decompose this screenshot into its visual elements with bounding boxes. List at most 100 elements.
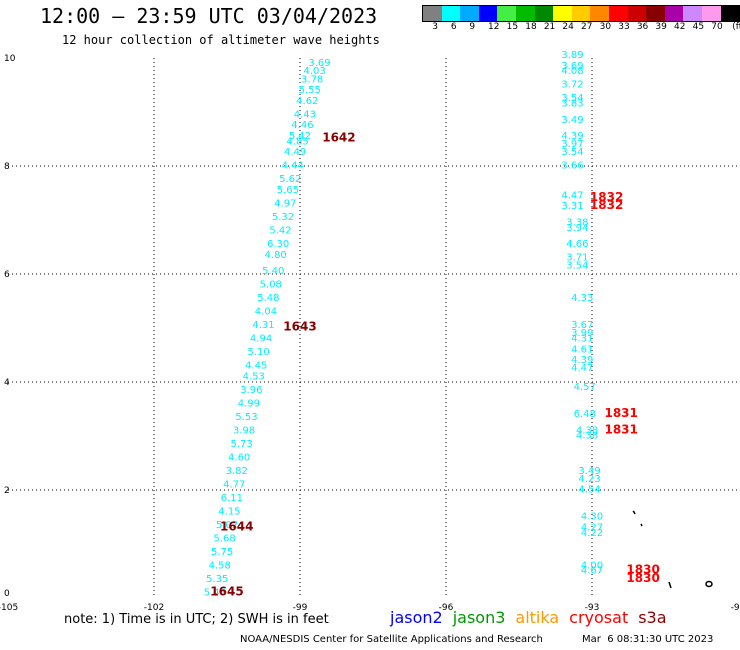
satellite-legend-item: s3a [638,608,667,627]
wave-height-value: 3.54 [561,93,583,104]
legend-label: 3 [432,22,438,32]
pass-time-label: 1832 [590,190,623,204]
chart-points: 3.694.033.785.554.624.434.465.424.854.49… [204,50,603,598]
legend-swatch [664,6,684,21]
pass-time-label: 1645 [210,584,243,598]
wave-height-value: 3.38 [566,217,588,228]
wave-height-value: 4.94 [250,334,272,345]
legend-swatch [720,6,740,21]
generated-timestamp: Mar 6 08:31:30 UTC 2023 [582,634,714,645]
legend-label: 21 [543,22,556,32]
wave-height-value: 4.97 [274,199,296,210]
legend-label: 15 [506,22,519,32]
wave-height-value: 3.54 [561,147,583,158]
wave-height-value: 4.66 [566,239,588,250]
x-tick-label: -99 [293,603,308,613]
wave-height-value: 4.39 [561,131,583,142]
legend-label: 39 [655,22,667,32]
pass-time-label: 1643 [283,320,316,334]
wave-height-value: 4.23 [578,474,600,485]
legend-swatch [608,6,628,21]
legend-label: 27 [581,22,593,32]
legend-label: 9 [469,22,476,32]
legend-swatch [683,6,702,21]
wave-height-value: 4.30 [581,512,603,523]
y-tick-label: 10 [4,54,16,64]
wave-height-value: 3.49 [561,115,583,126]
pass-time-label: 1642 [322,131,355,145]
wave-height-value: 3.99 [571,328,593,339]
coastline-fragments [632,510,713,589]
legend-swatch [590,6,609,21]
wave-height-value: 4.45 [245,361,267,372]
legend-swatch [571,6,591,21]
wave-height-value: 4.31 [252,320,274,331]
satellite-legend-item: jason3 [452,608,506,627]
wave-height-value: 3.54 [566,261,588,272]
legend-swatch [497,6,516,21]
wave-height-value: 5.75 [211,547,233,558]
satellite-legend-item: jason2 [390,608,443,627]
wave-height-value: 5.35 [206,574,228,585]
wave-height-value: 4.99 [238,398,260,409]
wave-height-value: 5.42 [289,131,311,142]
legend-label: 33 [618,22,630,32]
wave-height-value: 5.10 [248,347,270,358]
pass-time-label: 1830 [626,571,659,585]
wave-height-value: 6.48 [574,409,596,420]
x-tick-label: -105 [0,603,18,613]
wave-height-value: 4.38 [576,425,598,436]
wave-height-value: 4.77 [223,479,245,490]
legend-swatch [534,6,554,21]
island-outline [705,580,713,588]
wave-height-value: 4.22 [581,528,603,539]
x-tick-label: -102 [144,603,164,613]
wave-height-value: 6.30 [267,239,289,250]
legend-swatch [460,6,479,21]
wave-height-value: 3.98 [233,425,255,436]
wave-height-value: 4.15 [218,506,240,517]
wave-height-value: 3.83 [561,99,583,110]
x-tick-label: -90 [731,603,740,613]
pass-time-label: 1830 [626,563,659,577]
wave-height-value: 3.78 [301,74,323,85]
wave-height-value: 5.68 [213,533,235,544]
wave-height-value: 5.55 [299,85,321,96]
wave-height-value: 3.94 [566,223,588,234]
x-tick-label: -93 [585,603,600,613]
wave-height-value: 3.89 [561,50,583,61]
wave-height-value: 4.08 [561,66,583,77]
y-tick-label: 6 [4,270,10,280]
wave-height-value: 4.85 [286,136,308,147]
wave-height-value: 4.47 [571,363,593,374]
pass-time-label: 1644 [220,520,253,534]
x-tick-label: -96 [439,603,454,613]
pass-time-label: 1831 [604,406,637,420]
wave-height-value: 5.32 [272,212,294,223]
wave-height-value: 4.49 [284,147,306,158]
pass-time-label: 1831 [604,422,637,436]
wave-height-value: 4.00 [581,560,603,571]
legend-swatch [627,6,647,21]
wave-height-value: 4.04 [255,307,277,318]
wave-height-value: 3.97 [561,139,583,150]
legend-label: 18 [525,22,537,32]
legend-unit: (ft) [732,22,740,32]
wave-height-value: 3.66 [561,161,583,172]
wave-height-value: 5.08 [260,280,282,291]
wave-height-value: 4.58 [209,560,231,571]
wave-height-value: 4.03 [303,66,325,77]
wave-height-value: 4.31 [571,334,593,345]
pass-time-label: 1832 [590,198,623,212]
y-tick-label: 4 [4,378,10,388]
wave-height-value: 4.27 [581,523,603,534]
legend-swatch [478,6,498,21]
legend-label: 6 [450,22,457,32]
legend-label: 12 [488,22,500,32]
wave-height-value: 5.42 [269,226,291,237]
wave-height-value: 6.11 [221,493,243,504]
chart-title: 12:00 – 23:59 UTC 03/04/2023 [40,4,378,28]
